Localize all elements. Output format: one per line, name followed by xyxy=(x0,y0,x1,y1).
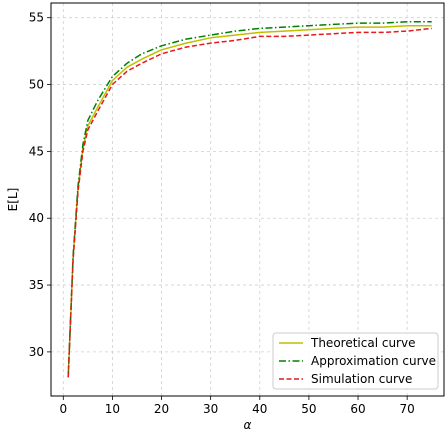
x-tick-label: 10 xyxy=(105,402,120,416)
legend: Theoretical curve Approximation curve Simu… xyxy=(272,332,439,390)
y-tick-label: 50 xyxy=(29,78,44,92)
x-tick-label: 30 xyxy=(203,402,218,416)
y-tick-label: 30 xyxy=(29,345,44,359)
y-axis-label: E[L] xyxy=(6,188,20,212)
legend-box xyxy=(272,332,439,390)
series-line-simulation-curve xyxy=(67,27,432,378)
legend-label-approximation-curve: Approximation curve xyxy=(311,354,436,368)
x-tick-label: 40 xyxy=(252,402,267,416)
y-tick-label: 45 xyxy=(29,144,44,158)
legend-label-simulation-curve: Simulation curve xyxy=(311,372,412,386)
x-tick-label: 20 xyxy=(154,402,169,416)
legend-label-theoretical-curve: Theoretical curve xyxy=(310,336,415,350)
series-line-approximation-curve xyxy=(67,20,432,378)
y-tick-label: 40 xyxy=(29,211,44,225)
y-tick-label: 55 xyxy=(29,11,44,25)
x-axis-label: α xyxy=(244,418,252,432)
x-tick-label: 50 xyxy=(301,402,316,416)
x-tick-label: 0 xyxy=(59,402,67,416)
x-tick-label: 70 xyxy=(400,402,415,416)
y-tick-label: 35 xyxy=(29,278,44,292)
ticks: 0 10 20 30 40 50 60 70 30 35 40 45 50 55 xyxy=(29,11,415,416)
x-tick-label: 60 xyxy=(350,402,365,416)
plot-frame xyxy=(50,2,445,397)
series-layer xyxy=(67,20,432,378)
